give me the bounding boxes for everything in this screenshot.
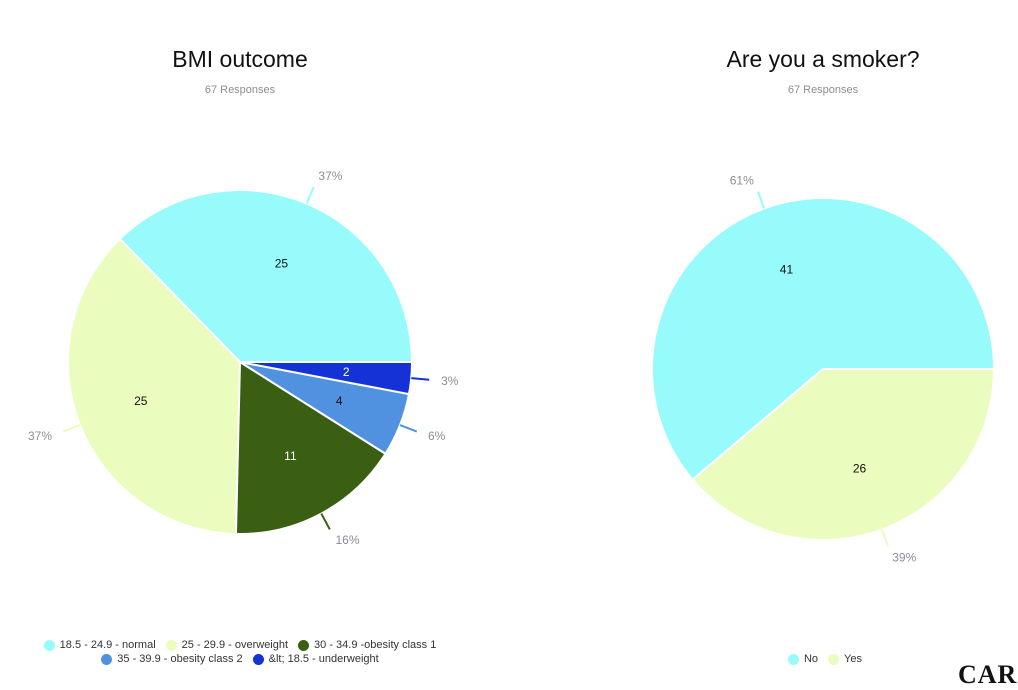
legend-swatch bbox=[101, 653, 113, 665]
pie-slice[interactable] bbox=[118, 189, 414, 363]
chart-subtitle: 67 Responses bbox=[204, 84, 276, 96]
legend-label: 30 - 34.9 -obesity class 1 bbox=[314, 639, 437, 651]
leader-line bbox=[399, 424, 418, 433]
slice-percent-label: 37% bbox=[318, 169, 342, 183]
legend-swatch bbox=[298, 639, 310, 651]
chart-title: BMI outcome bbox=[172, 46, 308, 72]
leader-line bbox=[305, 186, 315, 204]
pie-slice[interactable] bbox=[67, 237, 242, 535]
pie-slice[interactable] bbox=[651, 197, 996, 482]
legend-swatch bbox=[828, 653, 840, 665]
legend-swatch bbox=[252, 653, 264, 665]
legend-item[interactable]: No bbox=[787, 652, 819, 666]
legend-label: 18.5 - 24.9 - normal bbox=[59, 639, 156, 651]
slice-percent-label: 3% bbox=[441, 374, 459, 388]
legend-item[interactable]: &lt; 18.5 - underweight bbox=[252, 652, 379, 666]
bmi-pie-chart: 25 37% 25 37% 11 16% 4 6% 2 3% bbox=[28, 169, 459, 547]
slice-value-label: 4 bbox=[336, 394, 343, 408]
leader-line bbox=[62, 424, 81, 433]
legend-row: 18.5 - 24.9 - normal 25 - 29.9 - overwei… bbox=[0, 638, 480, 652]
slice-value-label: 2 bbox=[343, 365, 350, 379]
legend-item[interactable]: 35 - 39.9 - obesity class 2 bbox=[101, 652, 243, 666]
legend-label: No bbox=[803, 653, 819, 665]
legend-item[interactable]: 25 - 29.9 - overweight bbox=[165, 638, 289, 652]
legend-swatch bbox=[165, 639, 177, 651]
bmi-legend: 18.5 - 24.9 - normal 25 - 29.9 - overwei… bbox=[0, 638, 480, 666]
legend-item[interactable]: 18.5 - 24.9 - normal bbox=[43, 638, 156, 652]
legend-swatch bbox=[43, 639, 55, 651]
slice-value-label: 25 bbox=[275, 257, 289, 271]
slice-percent-label: 37% bbox=[28, 429, 52, 443]
legend-label: 35 - 39.9 - obesity class 2 bbox=[117, 653, 243, 665]
legend-item[interactable]: 30 - 34.9 -obesity class 1 bbox=[298, 638, 436, 652]
legend-label: 25 - 29.9 - overweight bbox=[181, 639, 289, 651]
slice-value-label: 25 bbox=[134, 394, 148, 408]
slice-value-label: 11 bbox=[284, 449, 297, 463]
leader-line bbox=[756, 191, 766, 209]
smoker-legend: No Yes bbox=[760, 652, 890, 666]
slice-percent-label: 61% bbox=[730, 173, 754, 187]
legend-label: Yes bbox=[844, 653, 862, 665]
bmi-chart-panel: BMI outcome 67 Responses 25 37% 25 37% 11 16%… bbox=[0, 0, 480, 674]
smoker-chart-panel: Are you a smoker? 67 Responses 41 61% 26 39… bbox=[600, 0, 1018, 674]
pie-slice[interactable] bbox=[691, 368, 996, 541]
legend-row: No Yes bbox=[760, 652, 890, 666]
slice-percent-label: 6% bbox=[428, 429, 446, 443]
chart-subtitle: 67 Responses bbox=[787, 84, 859, 96]
leader-line bbox=[320, 513, 331, 530]
legend-row: 35 - 39.9 - obesity class 2 &lt; 18.5 - … bbox=[0, 652, 480, 666]
pie-slice[interactable] bbox=[234, 360, 387, 535]
leader-line bbox=[880, 529, 890, 547]
slice-percent-label: 16% bbox=[335, 533, 359, 547]
slice-percent-label: 39% bbox=[892, 551, 916, 565]
slice-value-label: 41 bbox=[780, 262, 794, 276]
smoker-pie-chart: 41 61% 26 39% bbox=[651, 173, 996, 565]
leader-line bbox=[411, 377, 430, 381]
legend-item[interactable]: Yes bbox=[828, 652, 862, 666]
corner-logo-text: CAR bbox=[958, 660, 1018, 689]
chart-title: Are you a smoker? bbox=[726, 46, 920, 72]
slice-value-label: 26 bbox=[853, 462, 867, 476]
legend-label: &lt; 18.5 - underweight bbox=[268, 653, 379, 665]
legend-swatch bbox=[787, 653, 799, 665]
